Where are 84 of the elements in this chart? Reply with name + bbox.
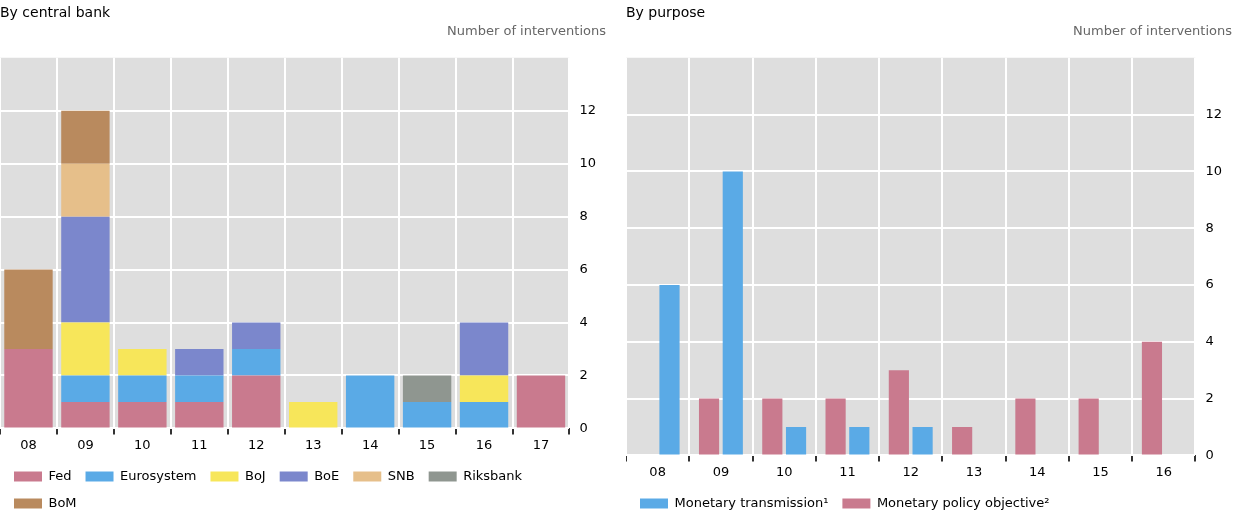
bar (912, 427, 933, 455)
chart-title: By central bank (0, 3, 112, 22)
bar (232, 348, 281, 376)
bar (762, 398, 783, 455)
bar (459, 322, 509, 376)
bar (659, 285, 680, 455)
bar (175, 375, 224, 402)
legend-label: Monetary transmission¹ (674, 494, 829, 510)
bar (1015, 398, 1036, 455)
x-tick-label: 12 (247, 436, 265, 452)
bar (785, 427, 807, 455)
y-tick-label: 0 (1205, 446, 1214, 462)
y-axis-title: Number of interventions (1072, 22, 1232, 40)
y-tick-label: 10 (579, 155, 596, 171)
legend-label: BoJ (244, 467, 266, 483)
x-tick-label: 14 (1029, 463, 1046, 479)
x-tick-label: 11 (191, 436, 208, 452)
x-tick-label: 09 (712, 463, 730, 479)
bar (118, 348, 167, 376)
x-tick-label: 13 (965, 463, 983, 479)
bar (4, 348, 53, 428)
x-tick-label: 10 (134, 436, 151, 452)
bar (61, 375, 110, 402)
y-tick-label: 12 (579, 102, 596, 118)
bar (888, 370, 909, 455)
legend-label: BoM (48, 494, 77, 510)
y-tick-label: 2 (1205, 389, 1214, 405)
y-tick-label: 0 (579, 419, 588, 435)
bar (175, 401, 224, 428)
legend-label: Monetary policy objective² (876, 494, 1050, 510)
bar (698, 398, 720, 455)
x-tick-label: 17 (532, 436, 550, 452)
x-tick-label: 14 (361, 436, 379, 452)
bar (289, 401, 338, 428)
bar (459, 401, 509, 428)
bar (232, 322, 281, 349)
bar (345, 375, 395, 428)
x-tick-label: 13 (304, 436, 322, 452)
bar (722, 171, 743, 455)
bar (61, 401, 110, 428)
x-tick-label: 11 (839, 463, 856, 479)
bar (61, 216, 110, 323)
bar (4, 269, 53, 349)
legend-label: Riksbank (463, 467, 523, 483)
bar (825, 398, 846, 455)
y-tick-label: 4 (1205, 333, 1214, 349)
bar (402, 375, 452, 402)
x-tick-label: 15 (1092, 463, 1109, 479)
bar (849, 427, 870, 455)
x-tick-label: 15 (418, 436, 436, 452)
bar (61, 322, 110, 376)
bar (952, 427, 973, 455)
y-tick-label: 6 (579, 260, 588, 276)
bar (175, 348, 224, 376)
y-tick-label: 12 (1205, 105, 1222, 121)
bar (1141, 341, 1163, 455)
bar (61, 110, 110, 164)
chart-title: By purpose (626, 3, 707, 22)
legend-label: SNB (387, 467, 415, 483)
bar (516, 375, 566, 428)
x-tick-label: 12 (902, 463, 919, 479)
x-tick-label: 08 (20, 436, 37, 452)
x-tick-label: 16 (475, 436, 493, 452)
bar (232, 375, 281, 428)
x-tick-label: 10 (775, 463, 793, 479)
legend-label: Eurosystem (120, 467, 197, 483)
y-tick-label: 8 (579, 208, 588, 223)
y-axis-title: Number of interventions (446, 22, 606, 40)
bar (1078, 398, 1099, 455)
y-tick-label: 2 (579, 366, 588, 382)
x-tick-label: 16 (1155, 463, 1173, 479)
y-tick-label: 8 (1205, 219, 1214, 235)
y-tick-label: 6 (1205, 276, 1214, 292)
x-tick-label: 09 (77, 436, 94, 452)
legend-label: Fed (48, 467, 72, 483)
y-tick-label: 4 (579, 313, 588, 329)
bar (61, 163, 110, 217)
legend-label: BoE (314, 467, 340, 483)
bar (118, 375, 167, 402)
bar (118, 401, 167, 428)
y-tick-label: 10 (1205, 162, 1222, 178)
bar (402, 401, 452, 428)
bar (459, 375, 509, 402)
x-tick-label: 08 (649, 463, 666, 479)
